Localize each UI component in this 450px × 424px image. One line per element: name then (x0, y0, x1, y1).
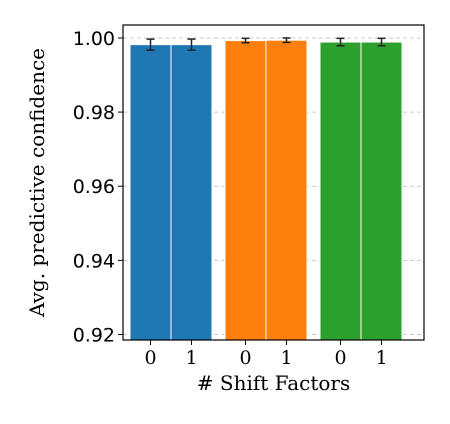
y-tick-label: 0.96 (73, 176, 115, 198)
x-tick-label: 0 (239, 347, 251, 369)
x-tick-label: 1 (375, 347, 387, 369)
y-tick-label: 1.00 (73, 28, 115, 50)
x-tick-label: 0 (144, 347, 156, 369)
bar (170, 44, 213, 341)
x-tick-label: 0 (334, 347, 346, 369)
x-axis-ticks: 0 1 0 1 0 1 (144, 340, 388, 369)
plot-area-frame (122, 24, 425, 341)
bar (224, 40, 267, 341)
error-bars (146, 37, 386, 51)
bar (265, 39, 308, 341)
bar (129, 44, 172, 341)
y-axis-title: Avg. predictive confidence (25, 48, 49, 318)
bars (129, 39, 403, 341)
y-tick-label: 0.98 (73, 102, 115, 124)
x-axis-title: # Shift Factors (197, 371, 350, 395)
x-tick-label: 1 (280, 347, 292, 369)
y-tick-label: 0.92 (73, 324, 115, 346)
y-tick-label: 0.94 (73, 250, 115, 272)
bar (319, 41, 362, 341)
bar (360, 41, 403, 341)
y-axis-ticks: 0.92 0.94 0.96 0.98 1.00 (73, 28, 123, 346)
x-tick-label: 1 (185, 347, 197, 369)
